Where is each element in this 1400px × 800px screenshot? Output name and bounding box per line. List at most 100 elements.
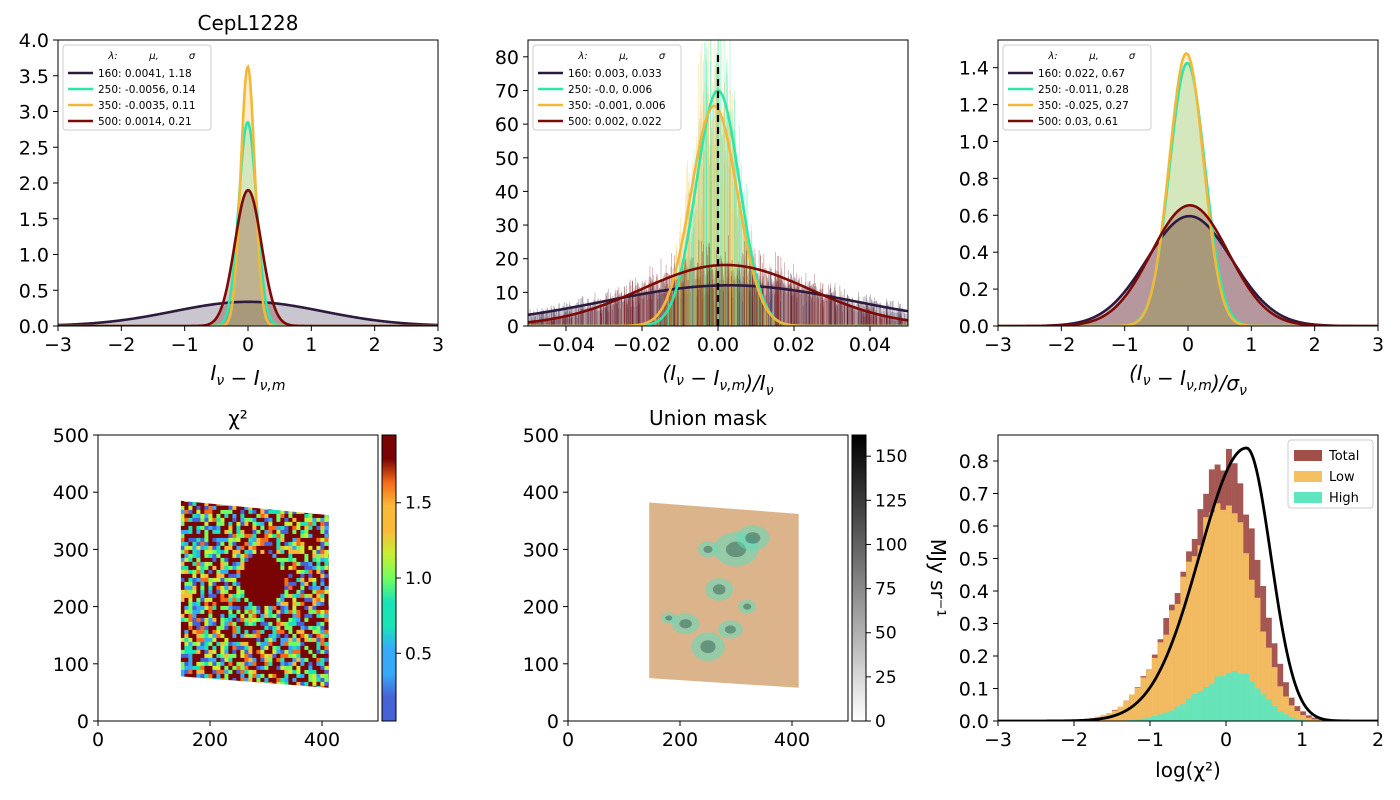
chi2-pixel bbox=[296, 681, 301, 687]
chi2-pixel bbox=[320, 513, 325, 519]
chi2-pixel bbox=[320, 669, 325, 675]
chi2-pixel bbox=[260, 609, 265, 615]
chi2-pixel bbox=[288, 645, 293, 651]
chi2-pixel bbox=[212, 669, 217, 675]
chi2-pixel bbox=[280, 589, 285, 595]
chi2-pixel bbox=[228, 533, 233, 539]
chi2-pixel bbox=[268, 641, 273, 647]
chi2-pixel bbox=[312, 541, 317, 547]
chi2-pixel bbox=[272, 569, 277, 575]
chi2-pixel bbox=[180, 673, 185, 679]
chi2-pixel bbox=[200, 513, 205, 519]
chi2-pixel bbox=[244, 665, 249, 671]
chi2-pixel bbox=[204, 625, 209, 631]
y-tick-label: 200 bbox=[523, 597, 559, 619]
chi2-pixel bbox=[312, 621, 317, 627]
chi2-pixel bbox=[300, 549, 305, 555]
chi2-pixel bbox=[288, 569, 293, 575]
chi2-pixel bbox=[256, 665, 261, 671]
chi2-pixel bbox=[280, 561, 285, 567]
chi2-pixel bbox=[324, 673, 329, 679]
chi2-pixel bbox=[208, 541, 213, 547]
chi2-pixel bbox=[196, 609, 201, 615]
chi2-pixel bbox=[280, 625, 285, 631]
chi2-pixel bbox=[312, 501, 317, 507]
chi2-pixel bbox=[272, 629, 277, 635]
chi2-pixel bbox=[220, 593, 225, 599]
chi2-pixel bbox=[324, 585, 329, 591]
chi2-pixel bbox=[216, 577, 221, 583]
chi2-pixel bbox=[236, 537, 241, 543]
chi2-pixel bbox=[312, 577, 317, 583]
chi2-pixel bbox=[200, 529, 205, 535]
chi2-pixel bbox=[236, 577, 241, 583]
chi2-pixel bbox=[264, 553, 269, 559]
chi2-pixel bbox=[332, 630, 336, 634]
chi2-pixel bbox=[204, 657, 209, 663]
chi2-pixel bbox=[248, 585, 253, 591]
chi2-pixel bbox=[192, 653, 197, 659]
chi2-pixel bbox=[284, 617, 289, 623]
chi2-pixel bbox=[216, 681, 221, 687]
chi2-pixel bbox=[200, 577, 205, 583]
chi2-pixel bbox=[220, 557, 225, 563]
chi2-pixel bbox=[196, 509, 201, 515]
colorbar-label: MJy sr⁻¹ bbox=[926, 539, 950, 618]
chi2-pixel bbox=[192, 669, 197, 675]
chi2-pixel bbox=[204, 681, 209, 687]
chi2-pixel bbox=[216, 537, 221, 543]
chi2-pixel bbox=[208, 665, 213, 671]
chi2-pixel bbox=[240, 617, 245, 623]
chi2-pixel bbox=[240, 573, 245, 579]
chi2-pixel bbox=[292, 641, 297, 647]
histogram-bar-high bbox=[1231, 671, 1238, 721]
histogram-bar-low bbox=[1157, 642, 1164, 721]
x-tick-label: 0 bbox=[242, 334, 254, 356]
chi2-pixel bbox=[316, 529, 321, 535]
chi2-pixel bbox=[316, 505, 321, 511]
chi2-pixel bbox=[268, 545, 273, 551]
chi2-pixel bbox=[220, 501, 225, 507]
chi2-pixel bbox=[188, 513, 193, 519]
chi2-pixel bbox=[264, 569, 269, 575]
chi2-pixel bbox=[272, 545, 277, 551]
chi2-pixel bbox=[308, 513, 313, 519]
chi2-pixel bbox=[264, 545, 269, 551]
chi2-pixel bbox=[212, 577, 217, 583]
chi2-pixel bbox=[224, 617, 229, 623]
chi2-pixel bbox=[328, 533, 329, 539]
chi2-pixel bbox=[316, 589, 321, 595]
chi2-pixel bbox=[288, 501, 293, 507]
chi2-pixel bbox=[256, 569, 261, 575]
chi2-pixel bbox=[184, 605, 189, 611]
chi2-pixel bbox=[256, 673, 261, 679]
chi2-pixel bbox=[244, 565, 249, 571]
chi2-pixel bbox=[228, 513, 233, 519]
chi2-pixel bbox=[272, 521, 277, 527]
chi2-pixel bbox=[184, 517, 189, 523]
chi2-pixel bbox=[268, 661, 273, 667]
chi2-pixel bbox=[280, 629, 285, 635]
chi2-pixel bbox=[192, 657, 197, 663]
chi2-pixel bbox=[188, 673, 193, 679]
chi2-pixel bbox=[176, 638, 180, 642]
chi2-pixel bbox=[320, 597, 325, 603]
chi2-pixel bbox=[248, 633, 253, 639]
chi2-pixel bbox=[284, 621, 289, 627]
chi2-pixel bbox=[196, 617, 201, 623]
y-tick-label: 0.3 bbox=[959, 614, 989, 636]
chi2-pixel bbox=[328, 529, 329, 535]
chi2-pixel bbox=[320, 661, 325, 667]
chi2-pixel bbox=[256, 537, 261, 543]
chi2-pixel bbox=[264, 509, 269, 515]
chi2-pixel bbox=[240, 537, 245, 543]
fit-curve-250 bbox=[998, 61, 1378, 326]
chi2-pixel bbox=[280, 577, 285, 583]
chi2-pixel bbox=[256, 561, 261, 567]
chi2-pixel bbox=[204, 633, 209, 639]
chi2-pixel bbox=[280, 569, 285, 575]
chi2-pixel bbox=[332, 634, 336, 638]
chi2-pixel bbox=[208, 641, 213, 647]
chi2-pixel bbox=[308, 625, 313, 631]
chi2-pixel bbox=[256, 669, 261, 675]
